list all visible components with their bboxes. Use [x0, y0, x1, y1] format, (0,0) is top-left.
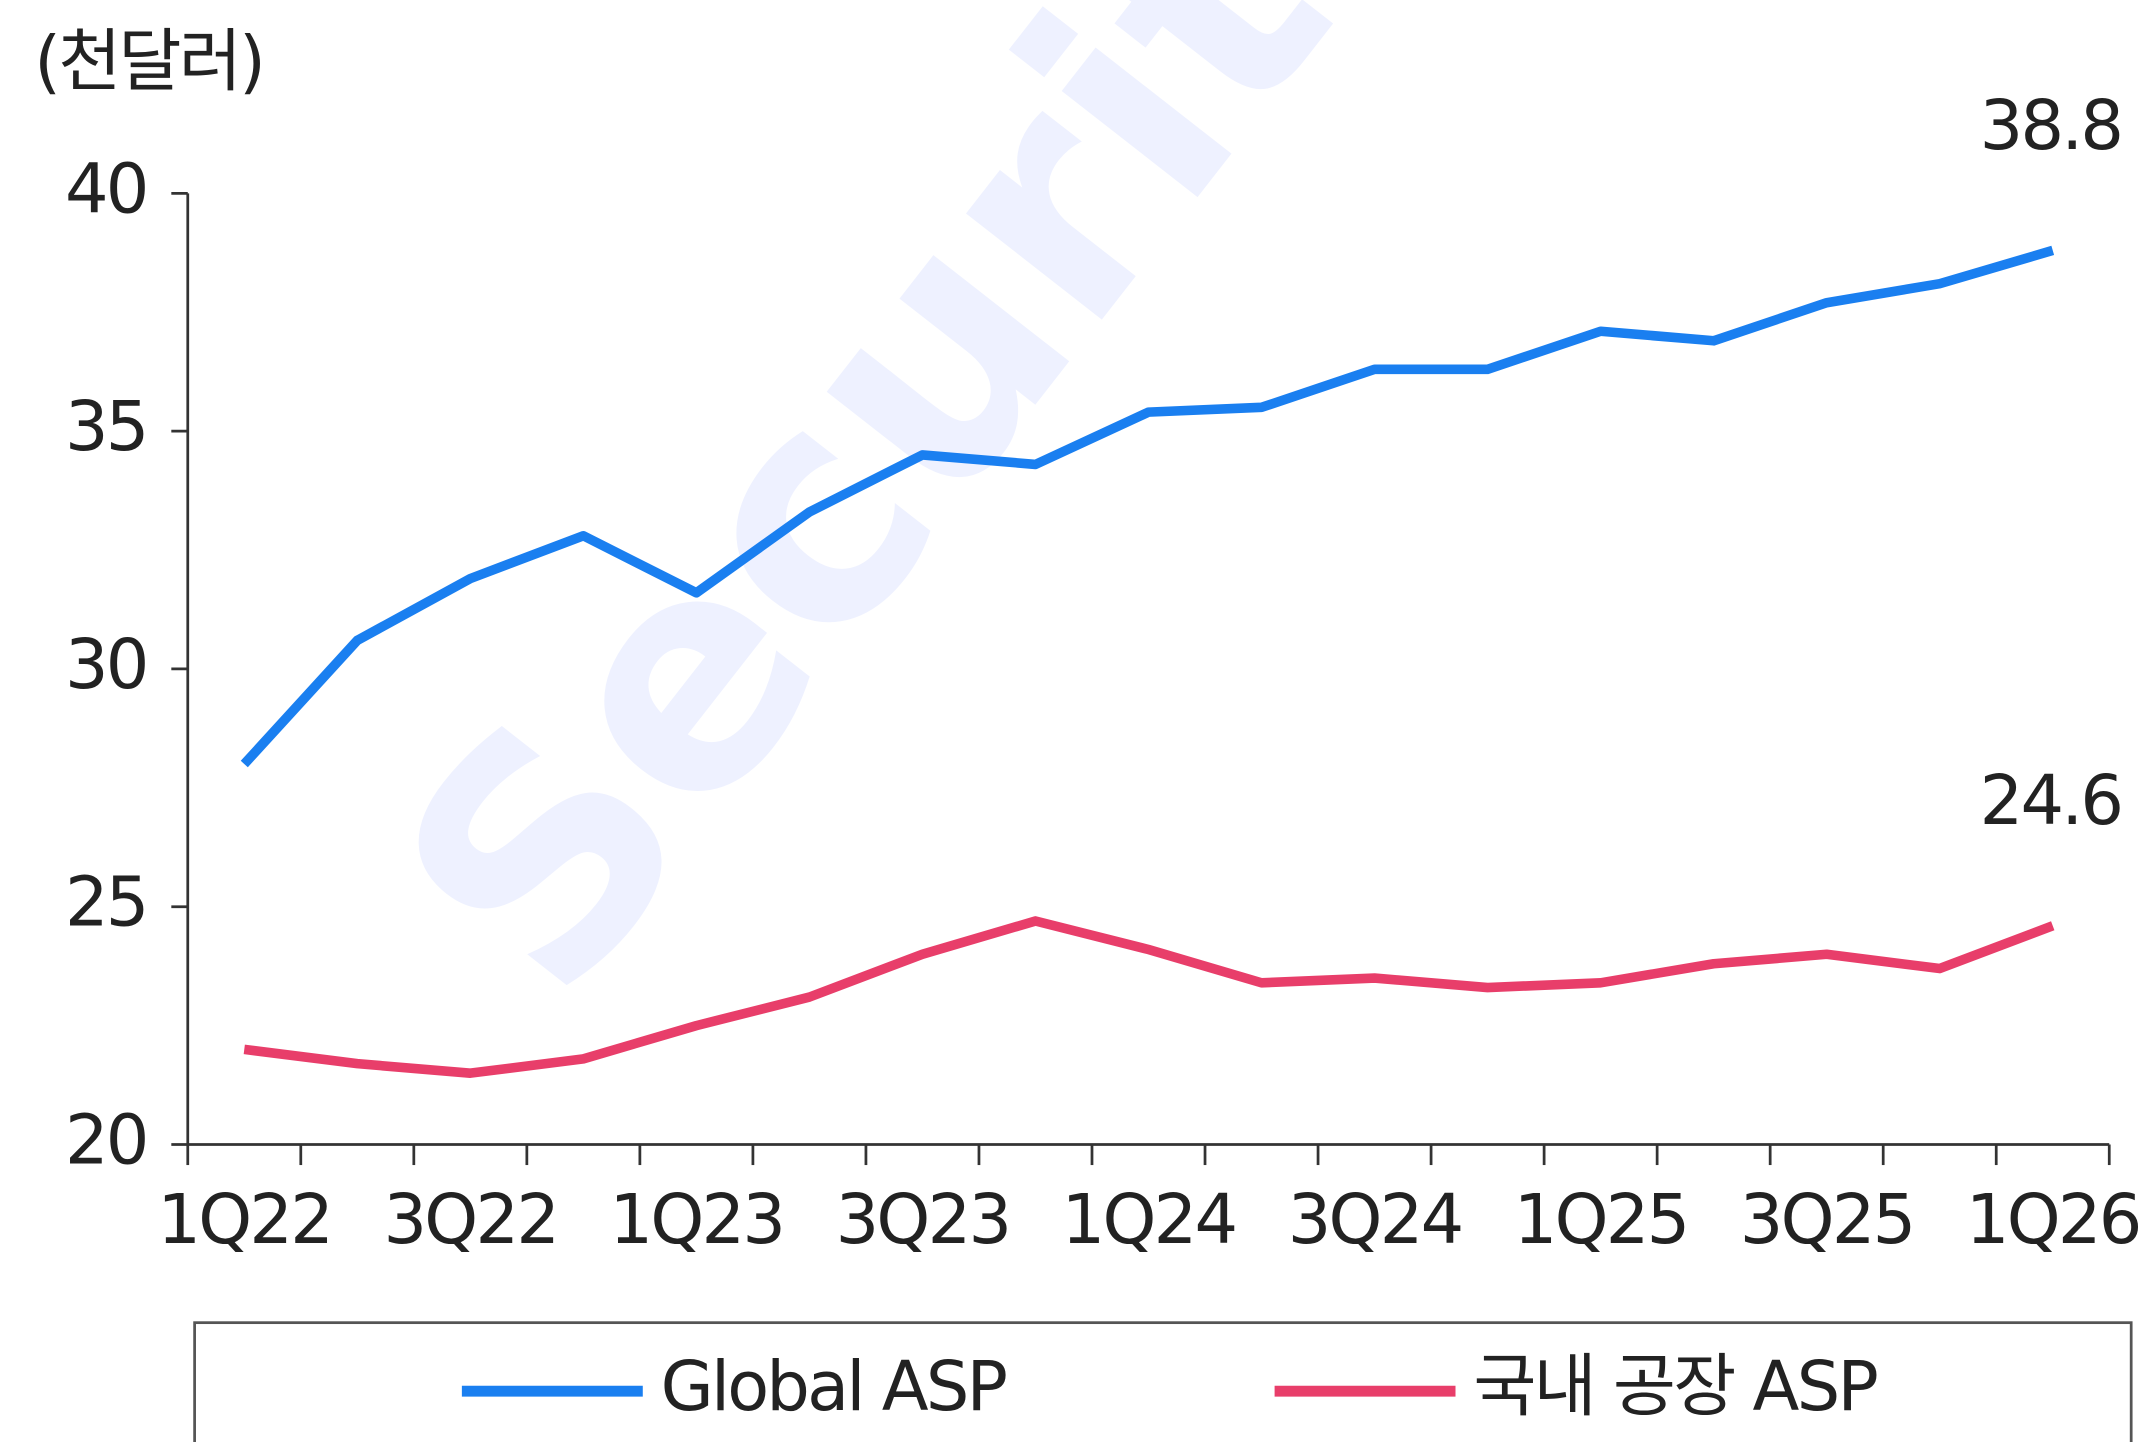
line-series	[240, 245, 2055, 768]
x-tick-label: 3Q22	[383, 1180, 557, 1260]
watermark: Securities	[331, 0, 1713, 1058]
x-tick-label: 3Q23	[836, 1180, 1010, 1260]
legend-label: Global ASP	[661, 1347, 1006, 1427]
line-series	[243, 916, 2055, 1078]
x-tick-label: 3Q25	[1740, 1180, 1914, 1260]
end-value-label: 38.8	[1980, 86, 2122, 166]
y-tick-label: 40	[65, 149, 147, 229]
legend-box	[193, 1321, 2133, 1442]
x-tick-label: 1Q26	[1966, 1180, 2140, 1260]
x-tick-label: 1Q25	[1514, 1180, 1688, 1260]
legend-label: 국내 공장 ASP	[1473, 1347, 1876, 1427]
x-tick-label: 1Q24	[1062, 1180, 1236, 1260]
y-tick-label: 30	[65, 625, 147, 705]
end-value-label: 24.6	[1980, 761, 2122, 841]
x-tick-label: 1Q23	[610, 1180, 784, 1260]
y-tick-label: 20	[65, 1101, 147, 1181]
y-axis-label: (천달러)	[34, 22, 263, 102]
x-tick-label: 3Q24	[1288, 1180, 1462, 1260]
y-tick-label: 25	[65, 863, 147, 943]
y-tick-label: 35	[65, 387, 147, 467]
x-tick-label: 1Q22	[157, 1180, 331, 1260]
